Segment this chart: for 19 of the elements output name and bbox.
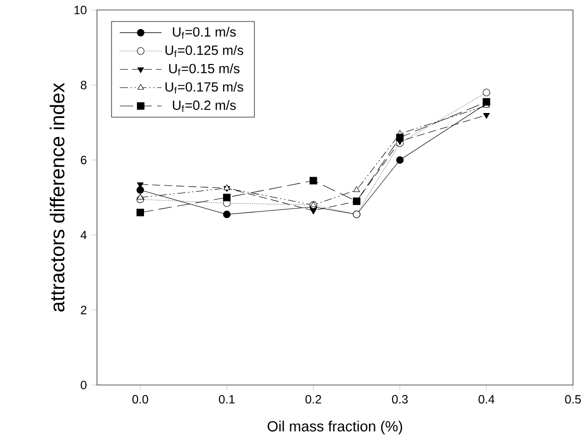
legend-label: U$_{f}$=0.175 m/s bbox=[166, 82, 244, 94]
legend-label: U$_{f}$=0.2 m/s bbox=[172, 100, 236, 112]
y-tick-label: 2 bbox=[80, 306, 86, 314]
x-tick-label: 0.2 bbox=[305, 395, 322, 404]
x-axis-title: Oil mass fraction (%) bbox=[268, 420, 402, 434]
y-tick-label: 8 bbox=[80, 80, 86, 90]
y-tick-label: 4 bbox=[80, 230, 87, 240]
y-tick-label: 0 bbox=[80, 380, 86, 390]
legend-label: U$_{f}$=0.1 m/s bbox=[172, 26, 236, 39]
x-tick-label: 0.1 bbox=[218, 395, 235, 404]
legend-label: U$_{f}$=0.15 m/s bbox=[169, 64, 240, 76]
y-tick-label: 10 bbox=[74, 6, 86, 14]
x-tick-label: 0.4 bbox=[478, 395, 494, 404]
y-axis-title: attractors difference index bbox=[50, 82, 64, 312]
y-tick-label: 6 bbox=[80, 156, 86, 164]
x-tick-label: 0.3 bbox=[392, 395, 408, 404]
x-tick-label: 0.0 bbox=[132, 395, 148, 404]
x-tick-label: 0.5 bbox=[565, 395, 581, 404]
legend-label: U$_{f}$=0.125 m/s bbox=[166, 45, 244, 57]
